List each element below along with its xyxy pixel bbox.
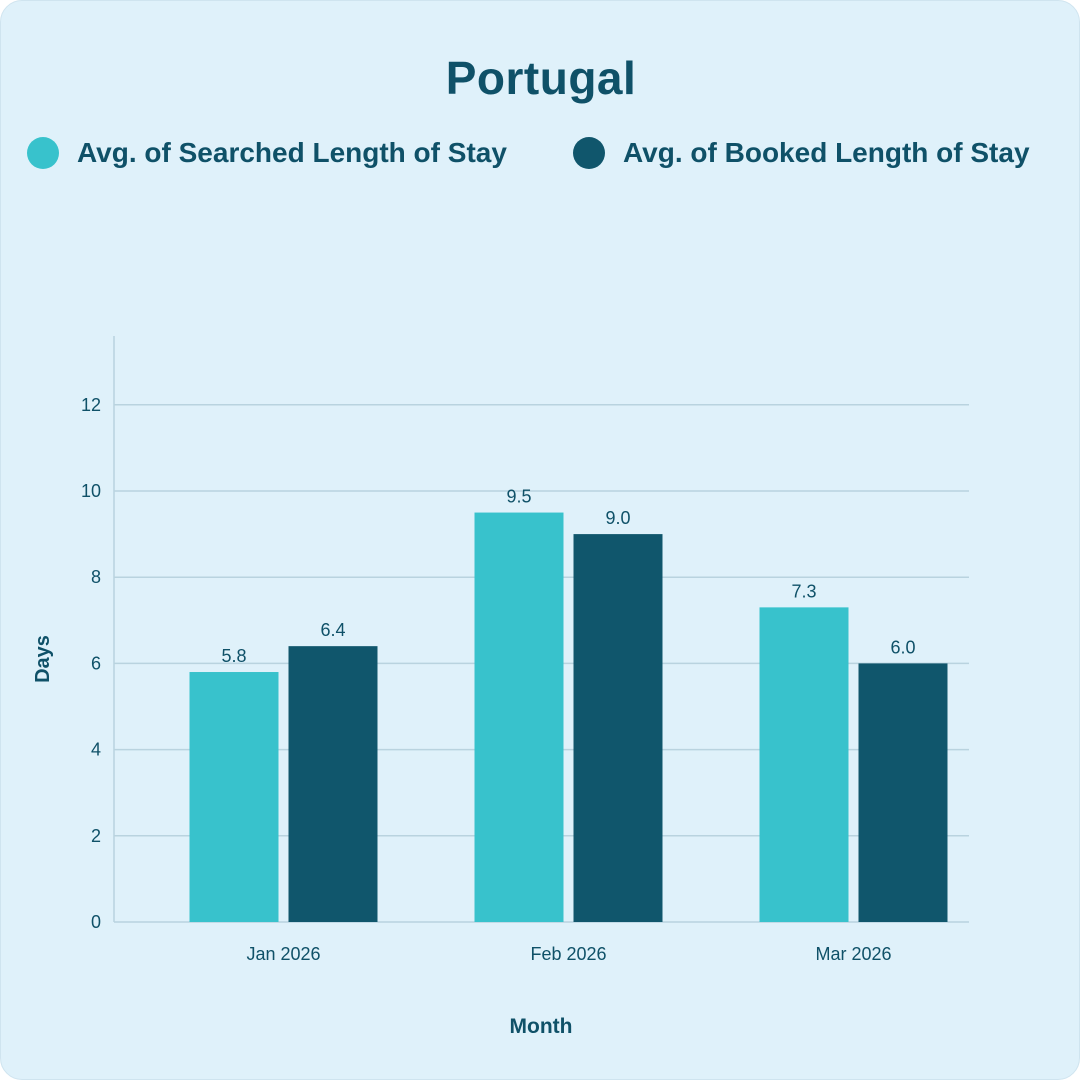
y-tick-label: 0 bbox=[91, 912, 101, 932]
legend-swatch-searched bbox=[27, 137, 59, 169]
y-tick-label: 2 bbox=[91, 826, 101, 846]
y-tick-label: 6 bbox=[91, 653, 101, 673]
bar-booked-jan-2026[interactable] bbox=[288, 646, 378, 922]
y-axis-title: Days bbox=[32, 635, 54, 683]
data-label: 9.5 bbox=[506, 487, 531, 507]
data-label: 6.0 bbox=[890, 637, 915, 657]
data-label: 7.3 bbox=[791, 581, 816, 601]
x-tick-label: Feb 2026 bbox=[530, 944, 606, 964]
bar-booked-mar-2026[interactable] bbox=[858, 663, 948, 922]
legend-label-searched: Avg. of Searched Length of Stay bbox=[77, 137, 507, 168]
legend-item-searched[interactable]: Avg. of Searched Length of Stay bbox=[27, 133, 507, 173]
bar-searched-jan-2026[interactable] bbox=[189, 672, 279, 922]
bar-searched-mar-2026[interactable] bbox=[759, 607, 849, 922]
bar-searched-feb-2026[interactable] bbox=[474, 512, 564, 922]
y-tick-label: 12 bbox=[81, 395, 101, 415]
y-tick-label: 4 bbox=[91, 740, 101, 760]
y-tick-label: 8 bbox=[91, 567, 101, 587]
x-tick-label: Mar 2026 bbox=[815, 944, 891, 964]
data-label: 6.4 bbox=[320, 620, 345, 640]
data-label: 9.0 bbox=[605, 508, 630, 528]
legend-item-booked[interactable]: Avg. of Booked Length of Stay bbox=[573, 133, 1030, 173]
data-label: 5.8 bbox=[221, 646, 246, 666]
legend-label-booked: Avg. of Booked Length of Stay bbox=[623, 137, 1030, 168]
bars bbox=[189, 512, 948, 922]
x-tick-label: Jan 2026 bbox=[246, 944, 320, 964]
bar-booked-feb-2026[interactable] bbox=[573, 534, 663, 922]
labels: 0 2 4 6 8 10 12 Jan 2026 5.8 6.4 Feb 2026 9.5 9.0 Mar… bbox=[81, 395, 916, 964]
x-axis-title: Month bbox=[510, 1015, 573, 1038]
y-tick-label: 10 bbox=[81, 481, 101, 501]
chart-title: Portugal bbox=[445, 52, 637, 104]
legend-swatch-booked bbox=[573, 137, 605, 169]
